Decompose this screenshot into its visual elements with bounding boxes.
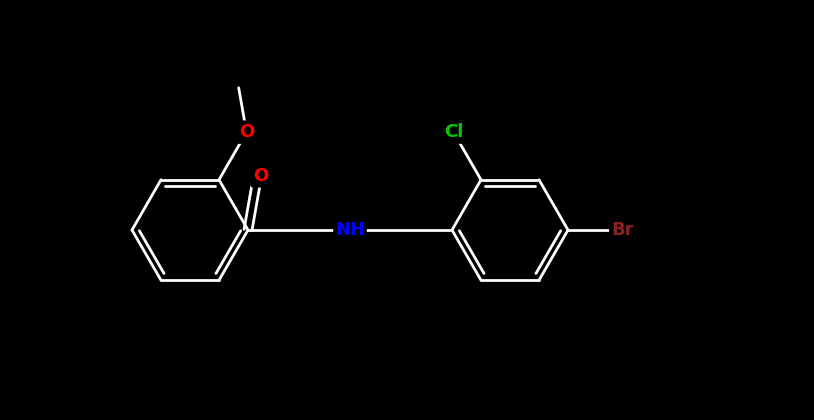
Text: O: O	[239, 123, 254, 141]
Text: NH: NH	[335, 221, 365, 239]
Text: O: O	[253, 167, 268, 185]
Text: Br: Br	[612, 221, 634, 239]
Text: Cl: Cl	[444, 123, 463, 141]
Text: O: O	[239, 123, 254, 141]
Text: Cl: Cl	[444, 123, 463, 141]
Text: Br: Br	[612, 221, 634, 239]
Text: O: O	[253, 167, 268, 185]
Text: NH: NH	[335, 221, 365, 239]
